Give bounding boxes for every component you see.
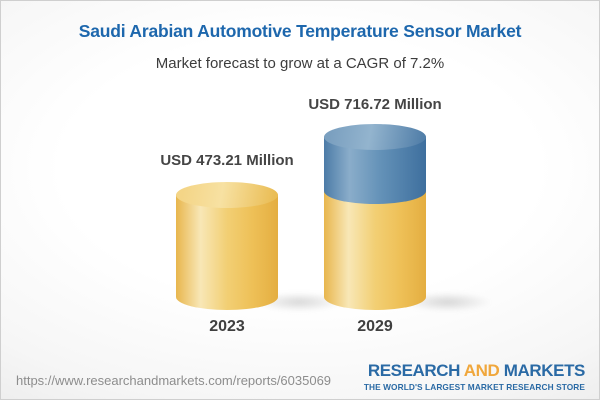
category-label-2023: 2023 xyxy=(209,318,245,335)
brand-logo: RESEARCH AND MARKETS THE WORLD'S LARGEST… xyxy=(363,361,586,393)
value-label-2029: USD 716.72 Million xyxy=(308,96,442,113)
bar-2023-base-segment xyxy=(176,195,278,310)
logo-word-markets: MARKETS xyxy=(503,361,586,380)
bar-2029-top-face xyxy=(324,124,426,150)
bar-2023-top-face xyxy=(176,182,278,208)
bar-2029-cylinder xyxy=(324,124,426,310)
chart-subtitle: Market forecast to grow at a CAGR of 7.2… xyxy=(155,55,445,72)
logo-word-research: RESEARCH xyxy=(367,361,461,380)
value-label-2023: USD 473.21 Million xyxy=(160,152,294,169)
brand-tagline: THE WORLD'S LARGEST MARKET RESEARCH STOR… xyxy=(363,382,585,392)
bar-2023-cylinder xyxy=(176,182,278,310)
logo-word-and: AND xyxy=(463,361,500,380)
page-title: Saudi Arabian Automotive Temperature Sen… xyxy=(78,21,522,41)
category-label-2029: 2029 xyxy=(357,318,393,335)
brand-logo-wordmark: RESEARCH AND MARKETS xyxy=(364,361,586,380)
report-url: https://www.researchandmarkets.com/repor… xyxy=(16,373,332,388)
bar-2029-base-segment xyxy=(324,191,426,310)
